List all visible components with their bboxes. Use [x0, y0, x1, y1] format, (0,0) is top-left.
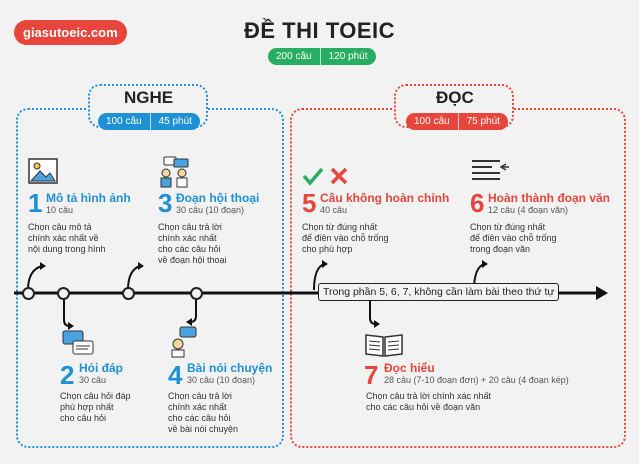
- part-number: 2: [60, 360, 75, 390]
- part-count: 30 câu: [79, 375, 107, 385]
- part-count: 10 câu: [46, 205, 74, 215]
- part-count: 12 câu (4 đoạn văn): [488, 205, 569, 215]
- reading-time: 75 phút: [457, 113, 508, 130]
- reading-badge: 100 câu 75 phút: [406, 113, 508, 130]
- timeline-dot: [122, 287, 135, 300]
- part-description: Chọn câu mô tả chính xác nhất về nội dung …: [28, 222, 106, 254]
- part-title: Mô tả hình ảnh: [46, 191, 131, 205]
- part-number: 4: [168, 360, 183, 390]
- part-number: 6: [470, 188, 485, 218]
- part-number: 7: [364, 360, 379, 390]
- book-icon: [365, 334, 403, 357]
- timeline-note: Trong phần 5, 6, 7, không cần làm bài th…: [318, 283, 560, 301]
- part-number: 1: [28, 188, 43, 218]
- timeline-dot: [22, 287, 35, 300]
- part-title: Hỏi đáp: [79, 361, 123, 375]
- part-description: Chọn từ đúng nhất để điền vào chỗ trống ch…: [302, 222, 389, 254]
- connector-arrows: [27, 260, 488, 330]
- arrow-part1: [27, 265, 43, 291]
- part-title: Hoàn thành đoạn văn: [488, 191, 611, 205]
- page-title: ĐỀ THI TOEIC: [243, 18, 396, 43]
- part-number: 5: [302, 188, 317, 218]
- part-description: Chọn câu hỏi đáp phù hợp nhất cho câu hỏi: [60, 391, 131, 423]
- total-time: 120 phút: [319, 48, 376, 65]
- reading-questions: 100 câu: [406, 113, 458, 130]
- listening-badge: 100 câu 45 phút: [98, 113, 200, 130]
- listening-title: NGHE: [118, 88, 180, 108]
- part-title: Câu không hoàn chỉnh: [320, 191, 450, 205]
- image-icon: [28, 158, 58, 184]
- part-title: Đọc hiểu: [384, 361, 435, 375]
- part-title: Bài nói chuyện: [187, 361, 273, 375]
- total-questions: 200 câu: [268, 48, 320, 65]
- text-lines-icon: [472, 160, 509, 180]
- part-description: Chọn câu trả lời chính xác nhất cho các câ…: [158, 222, 227, 265]
- part-count: 30 câu (10 đoạn): [176, 205, 245, 215]
- part-count: 30 câu (10 đoạn): [187, 375, 256, 385]
- part-description: Chọn câu trả lời chính xác nhất cho các c…: [366, 391, 491, 412]
- chat-bubbles-icon: [62, 330, 94, 355]
- site-logo[interactable]: giasutoeic.com: [14, 20, 127, 45]
- part-title: Đoạn hội thoại: [176, 191, 260, 205]
- conversation-icon: [160, 156, 189, 188]
- total-badge: 200 câu 120 phút: [268, 48, 376, 65]
- check-cross-icon: [302, 167, 348, 186]
- listening-questions: 100 câu: [98, 113, 150, 130]
- timeline-dot: [190, 287, 203, 300]
- part-number: 3: [158, 188, 173, 218]
- speaker-icon: [171, 326, 197, 358]
- timeline-dot: [57, 287, 70, 300]
- reading-title: ĐỌC: [430, 88, 480, 108]
- part-count: 28 câu (7-10 đoạn đơn) + 20 câu (4 đoạn …: [384, 375, 569, 385]
- part-count: 40 câu: [320, 205, 348, 215]
- listening-time: 45 phút: [149, 113, 200, 130]
- timeline-arrowhead: [596, 286, 608, 300]
- part-description: Chọn từ đúng nhất để điền vào chỗ trống tr…: [470, 222, 557, 254]
- part-description: Chọn câu trả lời chính xác nhất cho các câ…: [168, 391, 239, 434]
- arrow-part2: [63, 296, 71, 327]
